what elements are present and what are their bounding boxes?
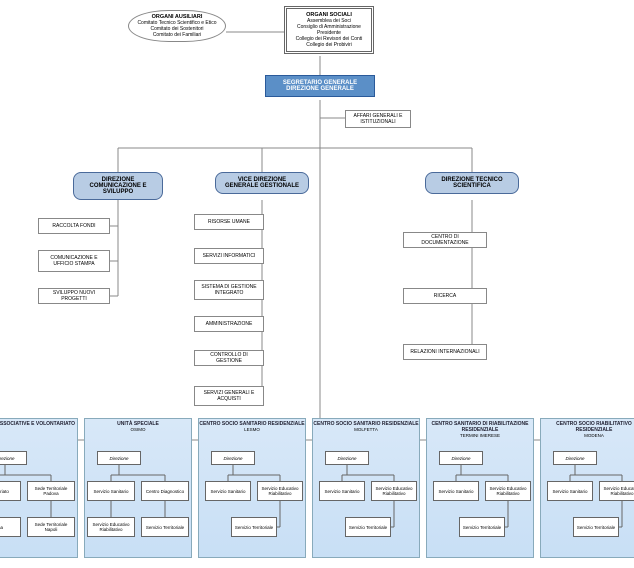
servizi-generali: SERVIZI GENERALI E ACQUISTI bbox=[194, 386, 264, 406]
leaf-box: Servizio Educativo Riabilitativo bbox=[485, 481, 531, 501]
dir-com-label: DIREZIONE COMUNICAZIONE E SVILUPPO bbox=[80, 177, 156, 195]
direzione-box: Direzione bbox=[553, 451, 597, 465]
bottom-panel-3: CENTRO SOCIO SANITARIO RESIDENZIALEMOLFE… bbox=[312, 418, 420, 558]
bottom-panel-2: CENTRO SOCIO SANITARIO RESIDENZIALELESMO… bbox=[198, 418, 306, 558]
segretario-generale: SEGRETARIO GENERALE DIREZIONE GENERALE bbox=[265, 75, 375, 97]
dir-vice-label: VICE DIREZIONE GENERALE GESTIONALE bbox=[222, 177, 302, 189]
leaf-box: Servizio Sanitario bbox=[433, 481, 479, 501]
amministrazione: AMMINISTRAZIONE bbox=[194, 316, 264, 332]
leaf-box: Servizio Educativo Riabilitativo bbox=[599, 481, 634, 501]
direzione-box: Direzione bbox=[97, 451, 141, 465]
bottom-row: ATTIVITÀ ASSOCIATIVE E VOLONTARIATO Direz… bbox=[0, 418, 634, 568]
relazioni-internazionali: RELAZIONI INTERNAZIONALI bbox=[403, 344, 487, 360]
direzione-box: Direzione bbox=[325, 451, 369, 465]
ricerca: RICERCA bbox=[403, 288, 487, 304]
leaf-box: Roma bbox=[0, 517, 21, 537]
direzione-box: Direzione bbox=[0, 451, 27, 465]
panel-title: UNITÀ SPECIALE bbox=[85, 419, 191, 427]
panel-title: CENTRO SOCIO SANITARIO RESIDENZIALE bbox=[199, 419, 305, 427]
leaf-box: Centro Diagnostico bbox=[141, 481, 189, 501]
bottom-panel-0: ATTIVITÀ ASSOCIATIVE E VOLONTARIATO Direz… bbox=[0, 418, 78, 558]
leaf-box: Servizio Sanitario bbox=[319, 481, 365, 501]
direzione-box: Direzione bbox=[211, 451, 255, 465]
leaf-box: Volontariato bbox=[0, 481, 21, 501]
controllo-gestione: CONTROLLO DI GESTIONE bbox=[194, 350, 264, 366]
com-b3: SVILUPPO NUOVI PROGETTI bbox=[43, 290, 105, 302]
aux-l3: Comitato dei Familiari bbox=[153, 32, 201, 38]
vice-b3: SISTEMA DI GESTIONE INTEGRATO bbox=[199, 284, 259, 296]
soc-l5: Collegio dei Probiviri bbox=[306, 42, 352, 48]
leaf-box: Sede Territoriale Padova bbox=[27, 481, 75, 501]
panel-title: CENTRO SOCIO RIABILITATIVO RESIDENZIALE bbox=[541, 419, 634, 433]
raccolta-fondi: RACCOLTA FONDI bbox=[38, 218, 110, 234]
sviluppo-progetti: SVILUPPO NUOVI PROGETTI bbox=[38, 288, 110, 304]
risorse-umane: RISORSE UMANE bbox=[194, 214, 264, 230]
vice-b2: SERVIZI INFORMATICI bbox=[203, 253, 256, 259]
leaf-box: Servizio Territoriale bbox=[345, 517, 391, 537]
vice-direzione: VICE DIREZIONE GENERALE GESTIONALE bbox=[215, 172, 309, 194]
leaf-box: Servizio Sanitario bbox=[205, 481, 251, 501]
centro-documentazione: CENTRO DI DOCUMENTAZIONE bbox=[403, 232, 487, 248]
bottom-panel-1: UNITÀ SPECIALEOSIMO Direzione Servizio San… bbox=[84, 418, 192, 558]
leaf-box: Sede Territoriale Napoli bbox=[27, 517, 75, 537]
leaf-box: Servizio Territoriale bbox=[573, 517, 619, 537]
servizi-informatici: SERVIZI INFORMATICI bbox=[194, 248, 264, 264]
comunicazione-stampa: COMUNICAZIONE E UFFICIO STAMPA bbox=[38, 250, 110, 272]
organi-ausiliari: ORGANI AUSILIARI Comitato Tecnico Scient… bbox=[128, 10, 226, 42]
bottom-panel-5: CENTRO SOCIO RIABILITATIVO RESIDENZIALEM… bbox=[540, 418, 634, 558]
panel-title: CENTRO SANITARIO DI RIABILITAZIONE RESID… bbox=[427, 419, 533, 433]
sistema-gestione: SISTEMA DI GESTIONE INTEGRATO bbox=[194, 280, 264, 300]
panel-sub: MOLFETTA bbox=[313, 427, 419, 432]
panel-sub: OSIMO bbox=[85, 427, 191, 432]
organi-sociali: ORGANI SOCIALI Assemblea dei Soci Consig… bbox=[284, 6, 374, 54]
vice-b5: CONTROLLO DI GESTIONE bbox=[199, 352, 259, 364]
bottom-panel-4: CENTRO SANITARIO DI RIABILITAZIONE RESID… bbox=[426, 418, 534, 558]
panel-sub: MODENA bbox=[541, 433, 634, 438]
leaf-box: Servizio Territoriale bbox=[231, 517, 277, 537]
dir-tec-label: DIREZIONE TECNICO SCIENTIFICA bbox=[432, 177, 512, 189]
direzione-tecnico: DIREZIONE TECNICO SCIENTIFICA bbox=[425, 172, 519, 194]
direzione-box: Direzione bbox=[439, 451, 483, 465]
panel-title: ATTIVITÀ ASSOCIATIVE E VOLONTARIATO bbox=[0, 419, 77, 427]
tec-b1: CENTRO DI DOCUMENTAZIONE bbox=[408, 234, 482, 246]
direzione-comunicazione: DIREZIONE COMUNICAZIONE E SVILUPPO bbox=[73, 172, 163, 200]
tec-b2: RICERCA bbox=[434, 293, 457, 299]
tec-b3: RELAZIONI INTERNAZIONALI bbox=[410, 349, 479, 355]
leaf-box: Servizio Sanitario bbox=[547, 481, 593, 501]
leaf-box: Servizio Educativo Riabilitativo bbox=[87, 517, 135, 537]
leaf-box: Servizio Territoriale bbox=[459, 517, 505, 537]
affari-label: AFFARI GENERALI E ISTITUZIONALI bbox=[350, 113, 406, 125]
vice-b1: RISORSE UMANE bbox=[208, 219, 250, 225]
affari-generali: AFFARI GENERALI E ISTITUZIONALI bbox=[345, 110, 411, 128]
vice-b6: SERVIZI GENERALI E ACQUISTI bbox=[199, 390, 259, 402]
leaf-box: Servizio Territoriale bbox=[141, 517, 189, 537]
leaf-box: Servizio Educativo Riabilitativo bbox=[371, 481, 417, 501]
com-b1: RACCOLTA FONDI bbox=[52, 223, 95, 229]
leaf-box: Servizio Educativo Riabilitativo bbox=[257, 481, 303, 501]
vice-b4: AMMINISTRAZIONE bbox=[206, 321, 253, 327]
panel-sub: LESMO bbox=[199, 427, 305, 432]
com-b2: COMUNICAZIONE E UFFICIO STAMPA bbox=[43, 255, 105, 267]
panel-title: CENTRO SOCIO SANITARIO RESIDENZIALE bbox=[313, 419, 419, 427]
leaf-box: Servizio Sanitario bbox=[87, 481, 135, 501]
panel-sub: TERMINI IMERESE bbox=[427, 433, 533, 438]
seg-l2: DIREZIONE GENERALE bbox=[286, 86, 354, 92]
